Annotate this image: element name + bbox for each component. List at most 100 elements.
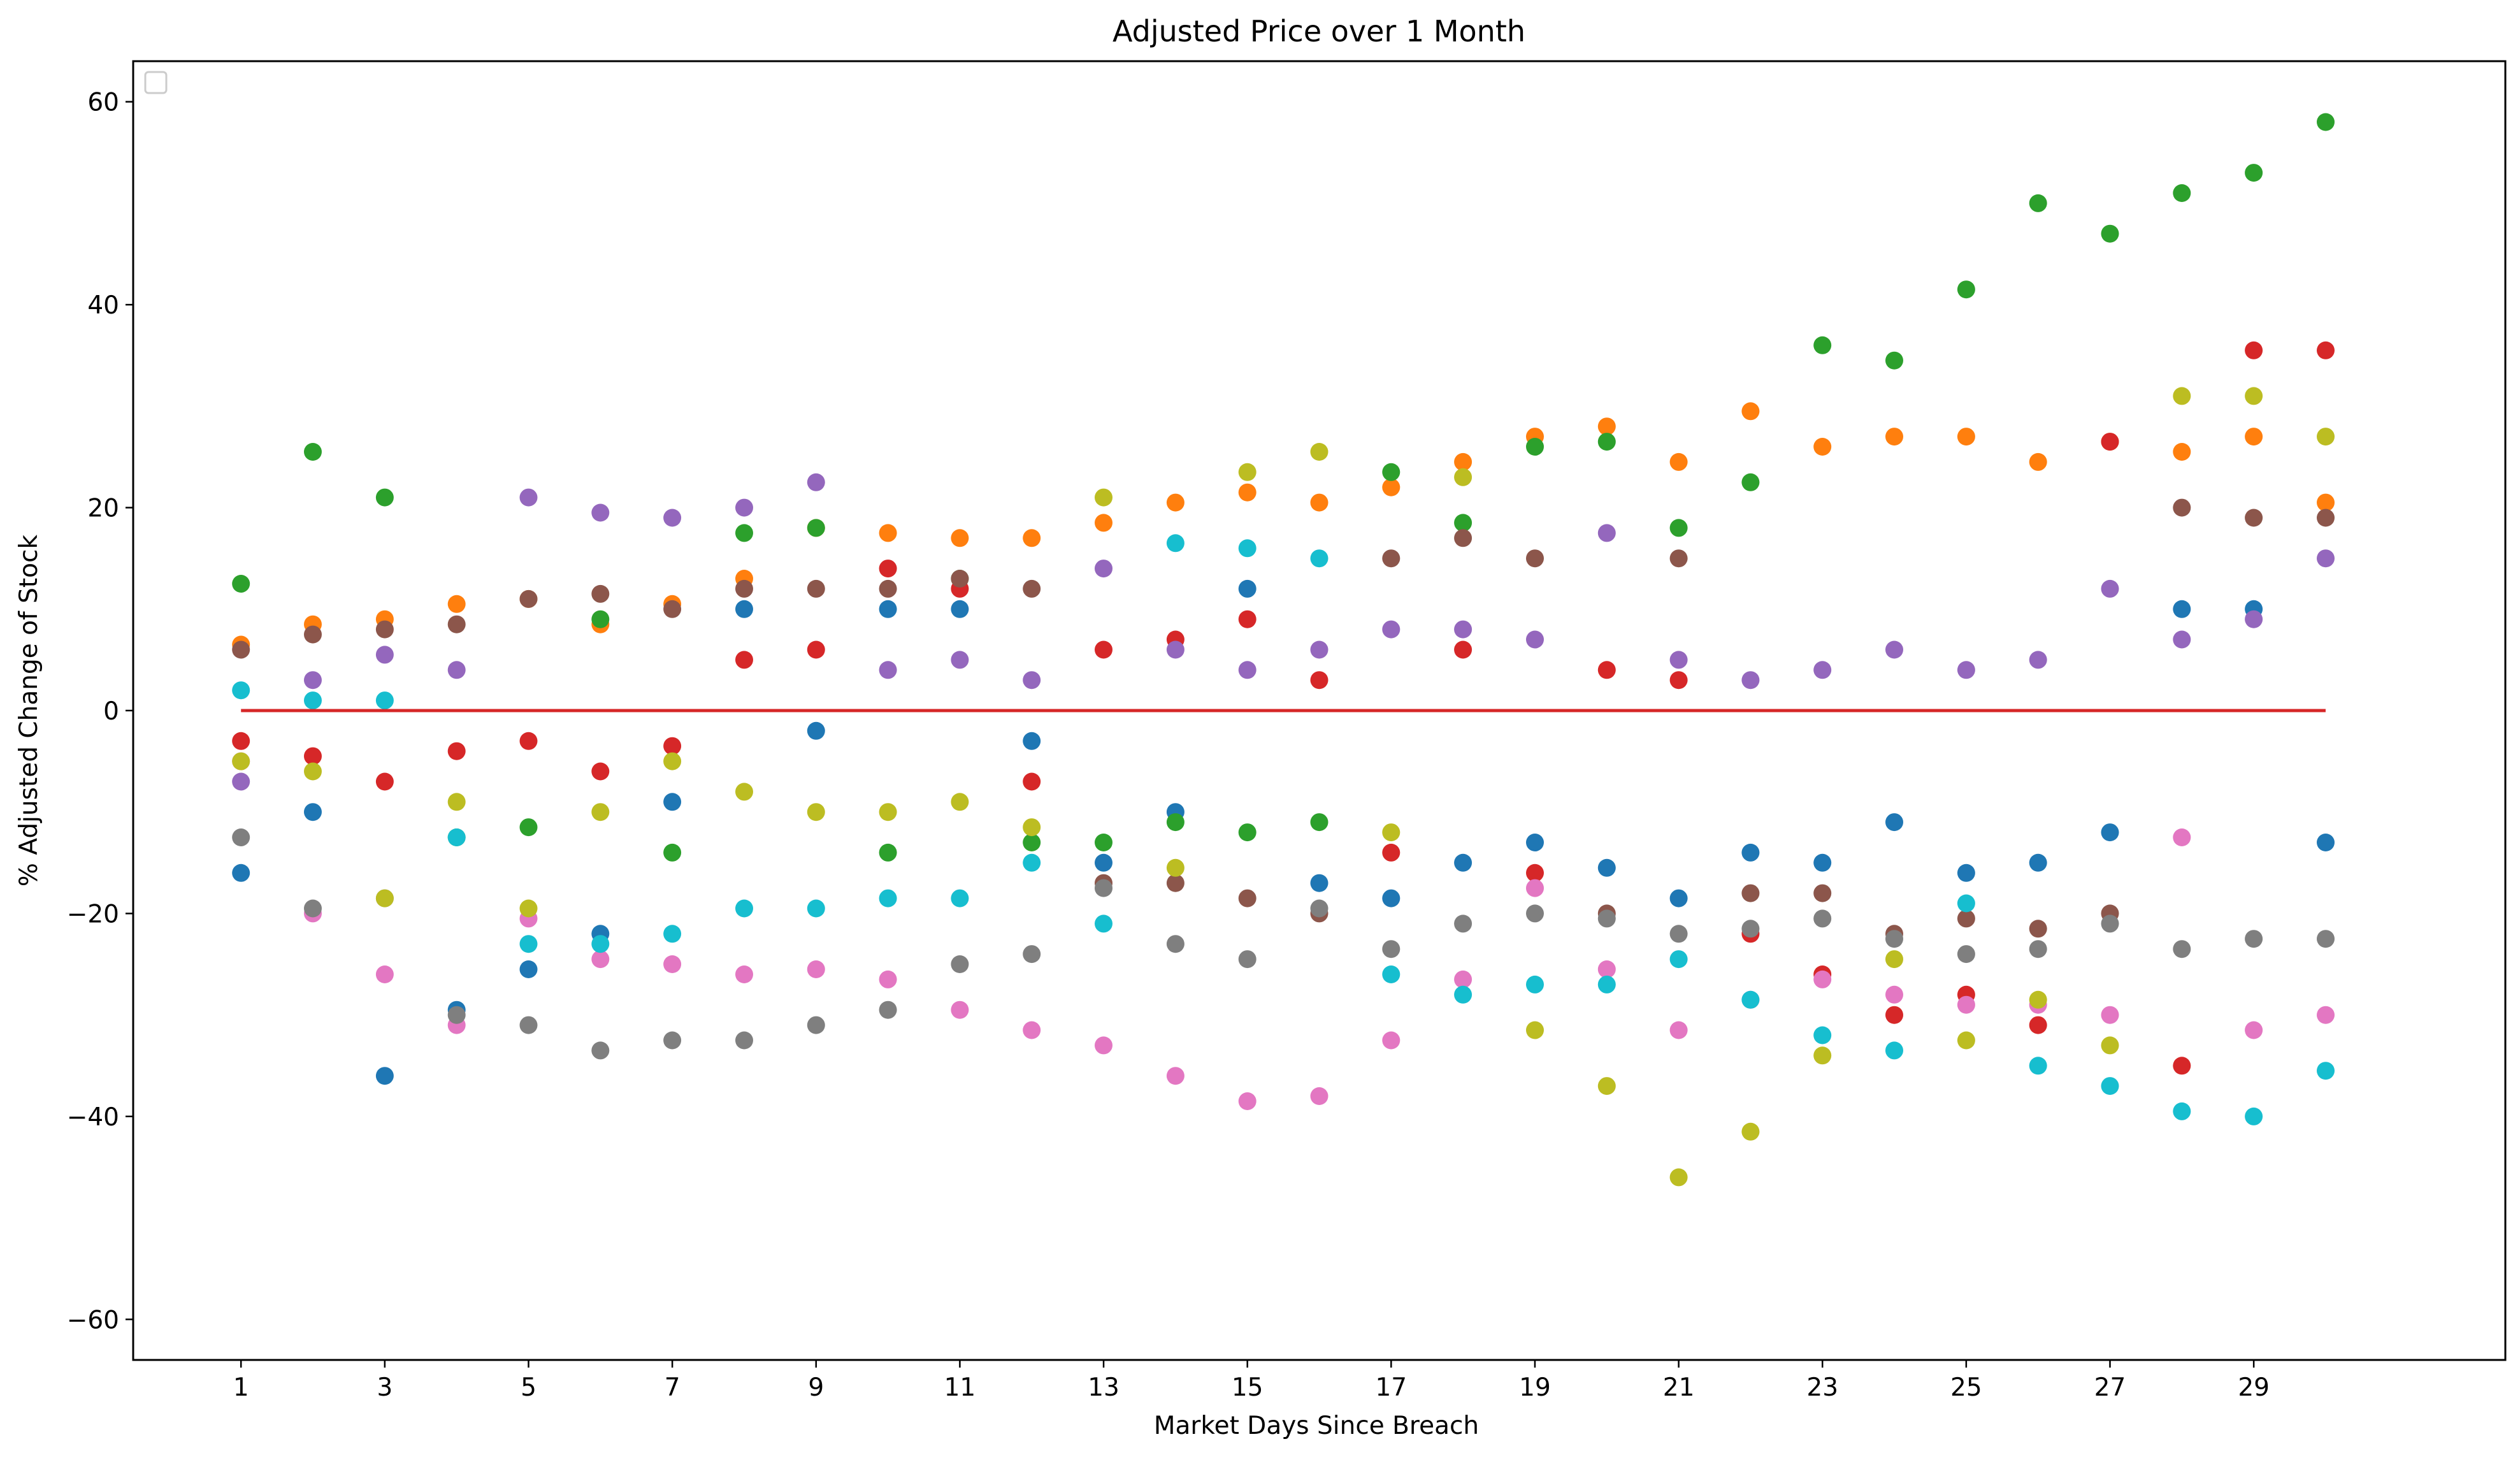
data-point: [232, 575, 250, 593]
data-point: [1023, 772, 1041, 791]
data-point: [1238, 483, 1256, 502]
data-point: [1166, 493, 1184, 512]
data-point: [735, 783, 753, 801]
data-point: [1310, 813, 1328, 832]
data-point: [2245, 341, 2263, 359]
data-point: [1813, 884, 1832, 902]
data-point: [2317, 509, 2335, 527]
y-tick-label: 20: [87, 495, 119, 523]
data-point: [2245, 930, 2263, 948]
data-point: [1526, 879, 1544, 897]
data-point: [1166, 534, 1184, 553]
data-point: [663, 955, 682, 973]
data-point: [591, 803, 610, 821]
data-point: [1023, 818, 1041, 837]
data-point: [591, 610, 610, 628]
data-point: [1813, 909, 1832, 928]
data-point: [1238, 950, 1256, 969]
data-point: [1957, 995, 1975, 1014]
data-point: [1382, 843, 1400, 862]
legend-box: [144, 71, 168, 94]
data-point: [1669, 671, 1688, 690]
data-point: [2245, 1107, 2263, 1125]
x-tick-label: 7: [665, 1373, 680, 1402]
data-point: [591, 935, 610, 953]
data-point: [232, 640, 250, 659]
x-tick-label: 1: [233, 1373, 249, 1402]
data-point: [2317, 1006, 2335, 1024]
data-point: [2245, 387, 2263, 405]
data-point: [2101, 1036, 2119, 1055]
data-point: [1454, 970, 1472, 988]
data-point: [1023, 529, 1041, 547]
data-point: [2029, 452, 2047, 471]
x-tick-label: 13: [1088, 1373, 1120, 1402]
data-point: [447, 595, 466, 613]
data-point: [1454, 640, 1472, 659]
data-point: [304, 691, 322, 710]
data-point: [1238, 1092, 1256, 1110]
data-point: [663, 600, 682, 618]
data-point: [1238, 539, 1256, 558]
data-point: [1166, 1067, 1184, 1085]
data-point: [1885, 351, 1903, 370]
data-point: [1095, 914, 1112, 933]
data-point: [1095, 834, 1112, 851]
data-point: [1095, 1036, 1112, 1055]
data-point: [1095, 853, 1112, 872]
data-point: [735, 965, 753, 983]
data-point: [1023, 671, 1041, 690]
x-tick-label: 19: [1519, 1373, 1551, 1402]
data-point: [2173, 600, 2191, 618]
data-point: [1382, 549, 1400, 568]
data-point: [1023, 945, 1041, 964]
data-point: [1669, 925, 1688, 943]
data-point: [2245, 509, 2263, 527]
data-point: [951, 529, 969, 547]
data-point: [1957, 945, 1975, 964]
data-point: [2173, 630, 2191, 649]
data-point: [1238, 823, 1256, 842]
data-point: [1526, 904, 1544, 923]
data-point: [2245, 1021, 2263, 1039]
data-point: [519, 488, 538, 507]
data-point: [1597, 1077, 1616, 1095]
data-point: [1526, 1021, 1544, 1039]
data-point: [1310, 671, 1328, 690]
data-point: [951, 1001, 969, 1019]
data-point: [232, 752, 250, 770]
data-point: [591, 762, 610, 781]
data-point: [2317, 1062, 2335, 1080]
data-point: [1095, 640, 1112, 659]
data-point: [951, 955, 969, 973]
data-point: [1957, 661, 1975, 679]
x-tick-label: 17: [1375, 1373, 1407, 1402]
x-tick-label: 21: [1663, 1373, 1695, 1402]
y-axis-ticks: −60 −40 −20 0 20 40 60: [67, 89, 133, 1334]
data-point: [1669, 549, 1688, 568]
data-point: [447, 615, 466, 633]
data-point: [1526, 834, 1544, 851]
data-point: [304, 803, 322, 821]
data-point: [2245, 164, 2263, 182]
data-point: [1238, 661, 1256, 679]
data-point: [447, 661, 466, 679]
data-point: [519, 732, 538, 750]
data-point: [375, 889, 394, 907]
data-point: [1741, 671, 1760, 690]
data-point: [1741, 920, 1760, 938]
data-point: [1597, 909, 1616, 928]
data-point: [807, 1016, 825, 1034]
x-axis-label: Market Days Since Breach: [1154, 1412, 1479, 1440]
x-tick-label: 5: [521, 1373, 536, 1402]
data-point: [2029, 920, 2047, 938]
data-point: [519, 899, 538, 918]
data-point: [1741, 473, 1760, 491]
data-point: [2317, 341, 2335, 359]
data-point: [735, 524, 753, 542]
data-point: [591, 1041, 610, 1060]
data-point: [663, 843, 682, 862]
data-point: [1095, 488, 1112, 507]
data-point: [663, 925, 682, 943]
data-point: [2029, 990, 2047, 1009]
